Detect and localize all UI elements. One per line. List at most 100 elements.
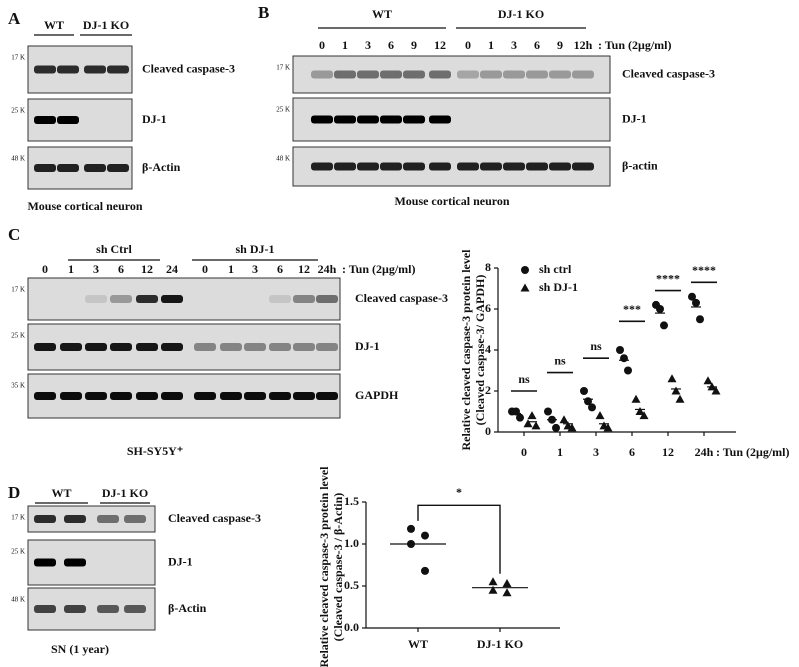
lane-label: 6	[388, 38, 394, 52]
blot-band	[549, 70, 571, 79]
blot-band	[85, 343, 107, 351]
lane-label: 9	[411, 38, 417, 52]
point	[488, 577, 498, 586]
legend-marker	[521, 266, 529, 274]
lane-label: 12h	[574, 38, 593, 52]
point	[616, 346, 624, 354]
point	[631, 394, 641, 403]
blot-band	[334, 115, 356, 124]
group-label: WT	[51, 486, 71, 500]
point	[639, 411, 649, 420]
blot-band	[161, 343, 183, 351]
blot-band	[357, 162, 379, 171]
blot-band	[220, 392, 242, 400]
row-label: Cleaved caspase-3	[168, 511, 261, 525]
y-axis-label: (Cleaved caspase-3 / β-Actin)	[331, 493, 345, 642]
blot-band	[64, 515, 86, 523]
blot-band	[34, 164, 56, 172]
row-label: DJ-1	[168, 554, 193, 568]
blot-band	[480, 162, 502, 171]
lane-label: 9	[557, 38, 563, 52]
blot-band	[85, 295, 107, 303]
mw-marker: 48 K	[276, 155, 290, 163]
y-axis-label: Relative cleaved caspase-3 protein level	[459, 249, 473, 451]
blot-band	[503, 162, 525, 171]
blot-band	[269, 343, 291, 351]
blot-band	[311, 70, 333, 79]
blot-band	[429, 162, 451, 171]
group-label: DJ-1 KO	[102, 486, 148, 500]
point	[580, 387, 588, 395]
point	[567, 423, 577, 432]
panel-letter: D	[8, 483, 20, 502]
blot-band	[269, 295, 291, 303]
blot-band	[34, 392, 56, 400]
blot-band	[549, 162, 571, 171]
significance-label: ***	[623, 302, 641, 316]
x-tick-label: 6	[629, 445, 635, 459]
significance-label: ns	[554, 353, 566, 367]
blot-band	[480, 70, 502, 79]
blot-band	[60, 392, 82, 400]
mw-marker: 48 K	[11, 155, 25, 163]
lane-label: 6	[118, 262, 124, 276]
group-label: DJ-1 KO	[498, 7, 544, 21]
blot-band	[57, 164, 79, 172]
blot-band	[64, 605, 86, 613]
panel-letter: A	[8, 9, 21, 28]
point	[588, 403, 596, 412]
blot-band	[124, 605, 146, 613]
blot-band	[526, 162, 548, 171]
blot-band	[34, 343, 56, 351]
blot-band	[334, 162, 356, 171]
blot-band	[572, 70, 594, 79]
mw-marker: 17 K	[276, 64, 290, 72]
lane-label: 0	[42, 262, 48, 276]
y-tick-label: 8	[485, 260, 491, 274]
blot-band	[110, 392, 132, 400]
row-label: Cleaved caspase-3	[355, 291, 448, 305]
blot-band	[244, 343, 266, 351]
blot-band	[194, 343, 216, 351]
treatment-label: : Tun (2μg/ml)	[598, 38, 672, 52]
blot-band	[380, 162, 402, 171]
point	[660, 321, 668, 330]
blot-band	[526, 70, 548, 79]
mw-marker: 35 K	[11, 382, 25, 390]
point	[559, 415, 569, 424]
mw-marker: 25 K	[11, 107, 25, 115]
mw-marker: 25 K	[276, 106, 290, 114]
lane-label: 0	[465, 38, 471, 52]
point	[620, 354, 628, 363]
point	[595, 411, 605, 420]
point	[696, 315, 704, 324]
blot-band	[403, 115, 425, 124]
lane-label: 12	[141, 262, 153, 276]
lane-label: 1	[488, 38, 494, 52]
blot-band	[380, 70, 402, 79]
x-tick-label: 1	[557, 445, 563, 459]
blot-band	[107, 65, 129, 74]
lane-label: 0	[202, 262, 208, 276]
mw-marker: 48 K	[11, 596, 25, 604]
significance-label: ns	[590, 339, 602, 353]
x-tick-label: 3	[593, 445, 599, 459]
blot-band	[34, 515, 56, 523]
caption: Mouse cortical neuron	[394, 194, 509, 208]
group-label: sh Ctrl	[96, 242, 132, 256]
mw-marker: 17 K	[11, 54, 25, 62]
point	[688, 292, 696, 301]
point	[692, 298, 700, 307]
blot-band	[64, 558, 86, 567]
y-tick-label: 4	[485, 342, 491, 356]
blot-band	[403, 162, 425, 171]
blot-band	[110, 295, 132, 303]
blot-band	[572, 162, 594, 171]
significance-label: ****	[656, 271, 680, 285]
caption: SN (1 year)	[51, 642, 109, 656]
mw-marker: 25 K	[11, 548, 25, 556]
row-label: β-actin	[622, 158, 658, 172]
blot-band	[429, 115, 451, 124]
point	[624, 366, 632, 375]
lane-label: 24h	[318, 262, 337, 276]
